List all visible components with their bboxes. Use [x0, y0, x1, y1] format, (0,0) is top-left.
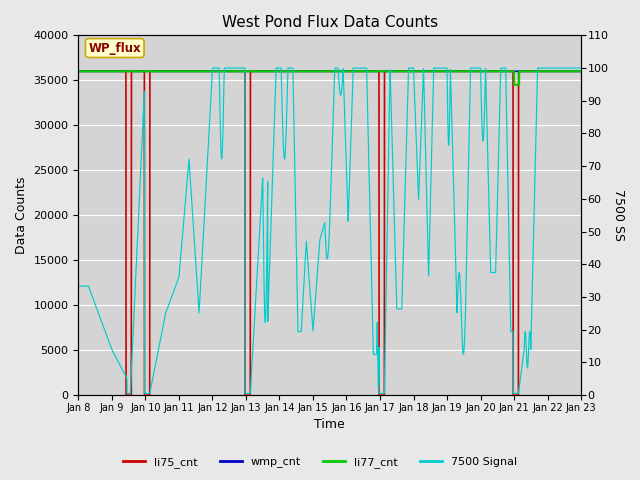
- Legend: li75_cnt, wmp_cnt, li77_cnt, 7500 Signal: li75_cnt, wmp_cnt, li77_cnt, 7500 Signal: [118, 452, 522, 472]
- li75_cnt: [264, 69, 272, 74]
- Title: West Pond Flux Data Counts: West Pond Flux Data Counts: [221, 15, 438, 30]
- wmp_cnt: [194, 69, 202, 74]
- li75_cnt: [194, 69, 202, 74]
- 7500 Signal: [123, 391, 131, 396]
- wmp_cnt: [577, 69, 585, 74]
- li75_cnt: [191, 69, 199, 74]
- 7500 Signal: [264, 311, 272, 317]
- 7500 Signal: [194, 293, 202, 299]
- Y-axis label: Data Counts: Data Counts: [15, 177, 28, 254]
- Y-axis label: 7500 SS: 7500 SS: [612, 189, 625, 241]
- 7500 Signal: [209, 65, 216, 71]
- Line: li77_cnt: li77_cnt: [79, 72, 581, 85]
- li75_cnt: [573, 69, 581, 74]
- wmp_cnt: [75, 69, 83, 74]
- li75_cnt: [75, 69, 83, 74]
- 7500 Signal: [577, 65, 585, 71]
- Line: li75_cnt: li75_cnt: [79, 72, 581, 395]
- 7500 Signal: [191, 252, 199, 257]
- li77_cnt: [75, 69, 83, 74]
- wmp_cnt: [191, 69, 199, 74]
- li75_cnt: [577, 69, 585, 74]
- li77_cnt: [577, 69, 585, 74]
- 7500 Signal: [300, 283, 308, 288]
- li75_cnt: [122, 392, 130, 398]
- li77_cnt: [191, 69, 199, 74]
- X-axis label: Time: Time: [314, 419, 345, 432]
- wmp_cnt: [264, 69, 272, 74]
- li77_cnt: [300, 69, 307, 74]
- li77_cnt: [264, 69, 272, 74]
- li77_cnt: [573, 69, 581, 74]
- li75_cnt: [196, 69, 204, 74]
- li75_cnt: [300, 69, 308, 74]
- wmp_cnt: [300, 69, 307, 74]
- Text: WP_flux: WP_flux: [88, 42, 141, 55]
- wmp_cnt: [196, 69, 204, 74]
- li77_cnt: [510, 82, 518, 88]
- li77_cnt: [196, 69, 204, 74]
- Line: 7500 Signal: 7500 Signal: [79, 68, 581, 394]
- 7500 Signal: [75, 283, 83, 289]
- li77_cnt: [194, 69, 202, 74]
- 7500 Signal: [196, 284, 204, 290]
- wmp_cnt: [573, 69, 581, 74]
- 7500 Signal: [573, 65, 581, 71]
